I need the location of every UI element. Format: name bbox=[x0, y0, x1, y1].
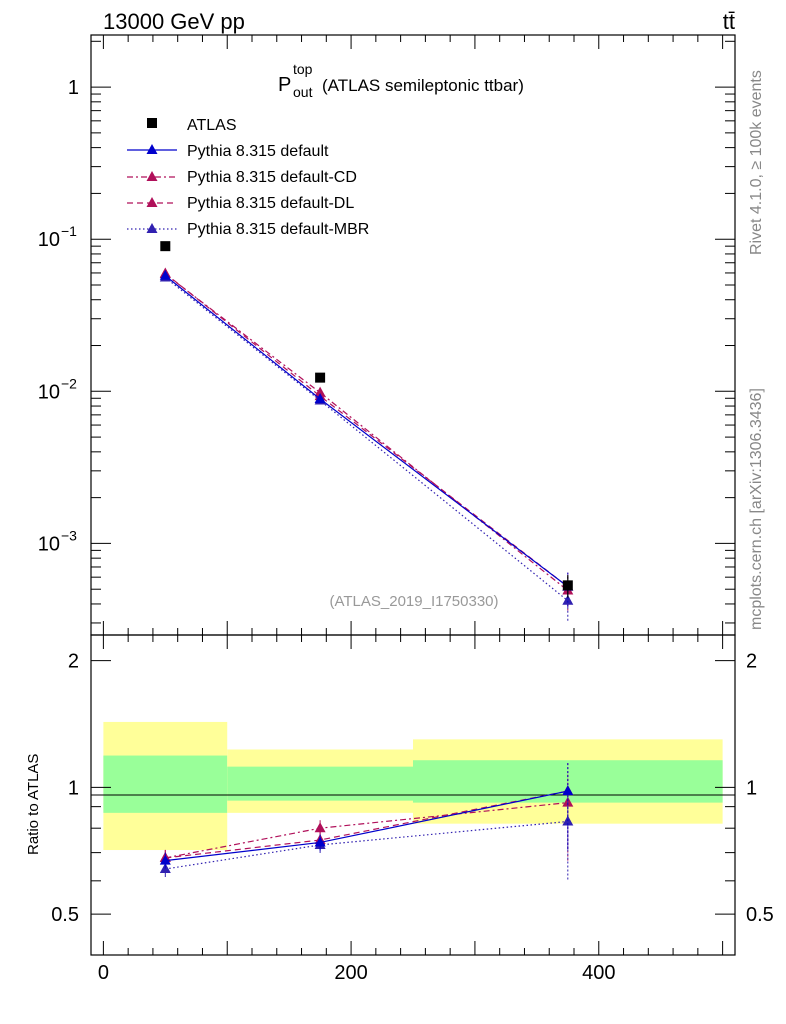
plot-title-main: P bbox=[278, 74, 291, 96]
mcplots-label: mcplots.cern.ch [arXiv:1306.3436] bbox=[748, 388, 765, 630]
main-ytick-label: 10 bbox=[38, 381, 60, 403]
main-ytick-label: 1 bbox=[68, 77, 79, 99]
xtick-label: 0 bbox=[98, 962, 109, 984]
legend-label-default: Pythia 8.315 default bbox=[187, 143, 329, 160]
rivet-version-label: Rivet 4.1.0, ≥ 100k events bbox=[748, 70, 765, 255]
data-point bbox=[562, 580, 573, 591]
legend-marker-dl bbox=[146, 197, 158, 207]
legend: ATLAS Pythia 8.315 default Pythia 8.315 … bbox=[127, 117, 369, 238]
main-ytick-label-exp: −1 bbox=[61, 223, 77, 239]
ratio-bands bbox=[103, 721, 723, 851]
legend-label-dl: Pythia 8.315 default-DL bbox=[187, 195, 354, 212]
ratio-ylabel: Ratio to ATLAS bbox=[25, 754, 42, 855]
main-data-points bbox=[160, 241, 573, 598]
legend-label-mbr: Pythia 8.315 default-MBR bbox=[187, 221, 369, 238]
legend-marker-cd bbox=[146, 171, 158, 181]
main-ytick-label-exp: −3 bbox=[61, 527, 77, 543]
data-point bbox=[315, 372, 326, 383]
ratio-series-marker bbox=[562, 785, 574, 796]
main-ytick-label-exp: −2 bbox=[61, 375, 77, 391]
ratio-panel: 0.5 0.5 1 1 2 2 Ratio to ATLAS bbox=[25, 634, 774, 956]
main-series-line bbox=[164, 273, 569, 592]
ratio-series-marker bbox=[314, 822, 326, 833]
main-series-line bbox=[164, 277, 569, 602]
ratio-series bbox=[159, 763, 574, 882]
ratio-ytick-label-right: 1 bbox=[746, 777, 757, 799]
legend-marker-atlas bbox=[147, 118, 157, 128]
main-series-line bbox=[164, 273, 569, 588]
main-series-marker bbox=[562, 594, 574, 605]
legend-marker-mbr bbox=[146, 223, 158, 233]
main-ytick-label: 10 bbox=[38, 229, 60, 251]
legend-marker-default bbox=[146, 144, 158, 154]
ratio-ytick-label: 1 bbox=[68, 777, 79, 799]
ratio-frame bbox=[90, 634, 736, 956]
plot-title: P bbox=[278, 74, 291, 96]
xtick-label: 400 bbox=[582, 962, 615, 984]
energy-label: 13000 GeV pp bbox=[103, 9, 245, 34]
legend-label-cd: Pythia 8.315 default-CD bbox=[187, 169, 357, 186]
legend-label-atlas: ATLAS bbox=[187, 117, 237, 134]
ratio-ytick-label: 0.5 bbox=[51, 904, 79, 926]
data-point bbox=[160, 241, 171, 252]
x-axis: 0 200 400 bbox=[98, 35, 724, 984]
main-panel: 110−110−210−3 P top out (ATLAS semilepto… bbox=[38, 34, 736, 636]
analysis-id: (ATLAS_2019_I1750330) bbox=[329, 593, 498, 610]
main-series bbox=[159, 267, 574, 623]
ratio-band-inner bbox=[227, 766, 413, 801]
ratio-series-marker bbox=[159, 854, 171, 865]
ratio-series-marker bbox=[314, 836, 326, 847]
ratio-band-inner bbox=[103, 755, 228, 813]
xtick-label: 200 bbox=[334, 962, 367, 984]
plot-title-sup: top bbox=[293, 61, 313, 77]
main-ytick-label: 10 bbox=[38, 533, 60, 555]
plot-title-rest: (ATLAS semileptonic ttbar) bbox=[322, 76, 524, 95]
ratio-ytick-label-right: 2 bbox=[746, 651, 757, 673]
ratio-ytick-label: 2 bbox=[68, 651, 79, 673]
main-series-marker bbox=[159, 269, 171, 280]
ratio-ytick-label-right: 0.5 bbox=[746, 904, 774, 926]
plot-title-sub: out bbox=[293, 84, 313, 100]
main-series-marker bbox=[314, 393, 326, 404]
main-ticks: 110−110−210−3 bbox=[38, 40, 735, 624]
process-label: tt̄ bbox=[723, 9, 735, 34]
